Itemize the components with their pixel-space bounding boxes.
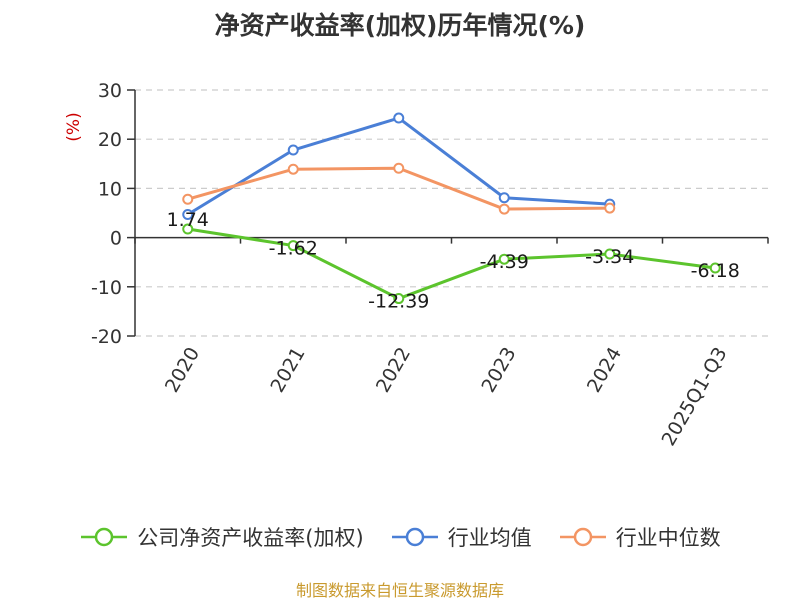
legend-label-company: 公司净资产收益率(加权)	[137, 526, 364, 550]
data-label: -12.39	[368, 291, 429, 313]
x-tick-label: 2024	[583, 344, 626, 397]
data-label: -6.18	[691, 260, 740, 282]
industry-median-point	[182, 193, 194, 205]
industry-avg-point	[287, 144, 299, 156]
company-point	[604, 248, 616, 260]
legend-item-company[interactable]: 公司净资产收益率(加权)	[79, 522, 364, 552]
y-tick-label: 0	[110, 228, 122, 250]
legend-marker-industry-median-icon	[559, 527, 606, 547]
data-label: -1.62	[269, 238, 318, 260]
company-point	[393, 293, 405, 305]
x-tick-label: 2023	[477, 344, 520, 397]
company-series-line	[187, 227, 716, 301]
legend: 公司净资产收益率(加权) 行业均值 行业中位数	[0, 520, 800, 554]
data-label: 1.74	[167, 209, 209, 231]
x-tick-label: 2021	[266, 344, 309, 397]
industry-avg-point	[393, 112, 405, 124]
source-text: 制图数据来自恒生聚源数据库	[295, 581, 504, 600]
company-point	[498, 253, 510, 265]
data-label: -3.34	[585, 246, 634, 268]
company-point	[182, 223, 194, 235]
chart-title: 净资产收益率(加权)历年情况(%)	[214, 11, 586, 40]
industry-avg-point	[498, 192, 510, 204]
y-tick-label: -20	[91, 326, 122, 348]
x-tick-label: 2022	[372, 344, 415, 397]
legend-label-industry-median: 行业中位数	[615, 526, 721, 550]
industry-median-point	[393, 162, 405, 174]
y-tick-label: 20	[98, 129, 122, 151]
industry-median-point	[604, 202, 616, 214]
legend-marker-company-icon	[81, 527, 128, 547]
y-tick-label: -10	[91, 277, 122, 299]
y-axis-label: (%)	[64, 112, 84, 141]
legend-item-industry-median[interactable]: 行业中位数	[558, 522, 721, 552]
legend-label-industry-avg: 行业均值	[447, 526, 532, 550]
y-tick-label: 30	[98, 80, 122, 102]
company-point	[709, 262, 721, 274]
industry-avg-point	[182, 208, 194, 220]
industry-median-point	[498, 203, 510, 215]
data-label: -4.39	[480, 251, 529, 273]
x-tick-label: 2020	[161, 344, 204, 397]
y-tick-label: 10	[98, 178, 122, 200]
legend-item-industry-avg[interactable]: 行业均值	[390, 522, 532, 552]
x-tick-label: 2025Q1-Q3	[658, 344, 732, 450]
industry-median-point	[287, 163, 299, 175]
legend-marker-industry-avg-icon	[391, 527, 438, 547]
company-point	[287, 240, 299, 252]
